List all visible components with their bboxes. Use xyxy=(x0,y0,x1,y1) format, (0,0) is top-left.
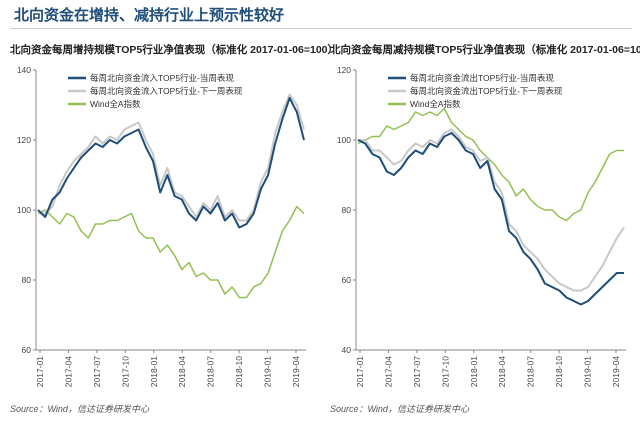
legend-label: 每周北向资金流出TOP5行业-当周表现 xyxy=(410,73,554,83)
x-tick-label: 2018-10 xyxy=(554,356,564,387)
x-tick-label: 2017-01 xyxy=(355,356,365,387)
y-tick-label: 140 xyxy=(17,65,31,75)
chart-panel-outflow: 北向资金每周减持规模TOP5行业净值表现（标准化 2017-01-06=100）… xyxy=(326,36,640,420)
legend-label: 每周北向资金流入TOP5行业-下一周表现 xyxy=(90,86,243,96)
x-tick-label: 2017-07 xyxy=(412,356,422,387)
y-tick-label: 100 xyxy=(337,135,351,145)
y-tick-label: 40 xyxy=(342,345,352,355)
source-note: Source：Wind，信达证券研发中心 xyxy=(330,404,469,414)
x-tick-label: 2018-07 xyxy=(526,356,536,387)
line-chart-outflow: 40 60 80 100 120 2017-01 2017-04 2017-07 2017-10… xyxy=(337,65,626,387)
line-chart-inflow: 60 80 100 120 140 2017-01 2017-04 2017-07 2017-1… xyxy=(17,65,306,387)
page-title: 北向资金在增持、减持行业上预示性较好 xyxy=(14,7,285,24)
x-tick-label: 2017-04 xyxy=(63,356,73,387)
y-tick-label: 80 xyxy=(22,275,32,285)
title-divider xyxy=(10,28,632,29)
chart-panel-inflow: 北向资金每周增持规模TOP5行业净值表现（标准化 2017-01-06=100）… xyxy=(6,36,338,420)
y-tick-label: 120 xyxy=(337,65,351,75)
y-tick-label: 100 xyxy=(17,205,31,215)
x-tick-label: 2018-04 xyxy=(497,356,507,387)
y-tick-label: 60 xyxy=(342,275,352,285)
series-line xyxy=(37,205,305,299)
x-tick-label: 2019-01 xyxy=(583,356,593,387)
x-tick-label: 2018-01 xyxy=(469,356,479,387)
x-tick-label: 2018-01 xyxy=(149,356,159,387)
legend-label: 每周北向资金流出TOP5行业-下一周表现 xyxy=(410,86,563,96)
legend-label: 每周北向资金流入TOP5行业-当周表现 xyxy=(90,73,234,83)
chart-title: 北向资金每周增持规模TOP5行业净值表现（标准化 2017-01-06=100） xyxy=(10,44,339,56)
legend-label: Wind全A指数 xyxy=(90,99,141,109)
x-tick-label: 2018-10 xyxy=(234,356,244,387)
source-note: Source：Wind，信达证券研发中心 xyxy=(10,404,149,414)
series-line xyxy=(37,97,305,229)
legend-label: Wind全A指数 xyxy=(410,99,461,109)
x-tick-label: 2017-10 xyxy=(120,356,130,387)
x-tick-label: 2017-04 xyxy=(383,356,393,387)
x-tick-label: 2017-10 xyxy=(440,356,450,387)
series-line xyxy=(358,128,625,292)
series-line xyxy=(357,132,624,306)
y-tick-label: 80 xyxy=(342,205,352,215)
chart-title: 北向资金每周减持规模TOP5行业净值表现（标准化 2017-01-06=100） xyxy=(330,44,640,56)
x-tick-label: 2019-01 xyxy=(263,356,273,387)
y-tick-label: 120 xyxy=(17,135,31,145)
series-line xyxy=(38,93,305,222)
x-tick-label: 2018-07 xyxy=(206,356,216,387)
series-line xyxy=(357,107,624,222)
x-tick-label: 2017-01 xyxy=(35,356,45,387)
x-tick-label: 2017-07 xyxy=(92,356,102,387)
x-tick-label: 2019-04 xyxy=(611,356,621,387)
x-tick-label: 2019-04 xyxy=(291,356,301,387)
y-tick-label: 60 xyxy=(22,345,32,355)
x-tick-label: 2018-04 xyxy=(177,356,187,387)
